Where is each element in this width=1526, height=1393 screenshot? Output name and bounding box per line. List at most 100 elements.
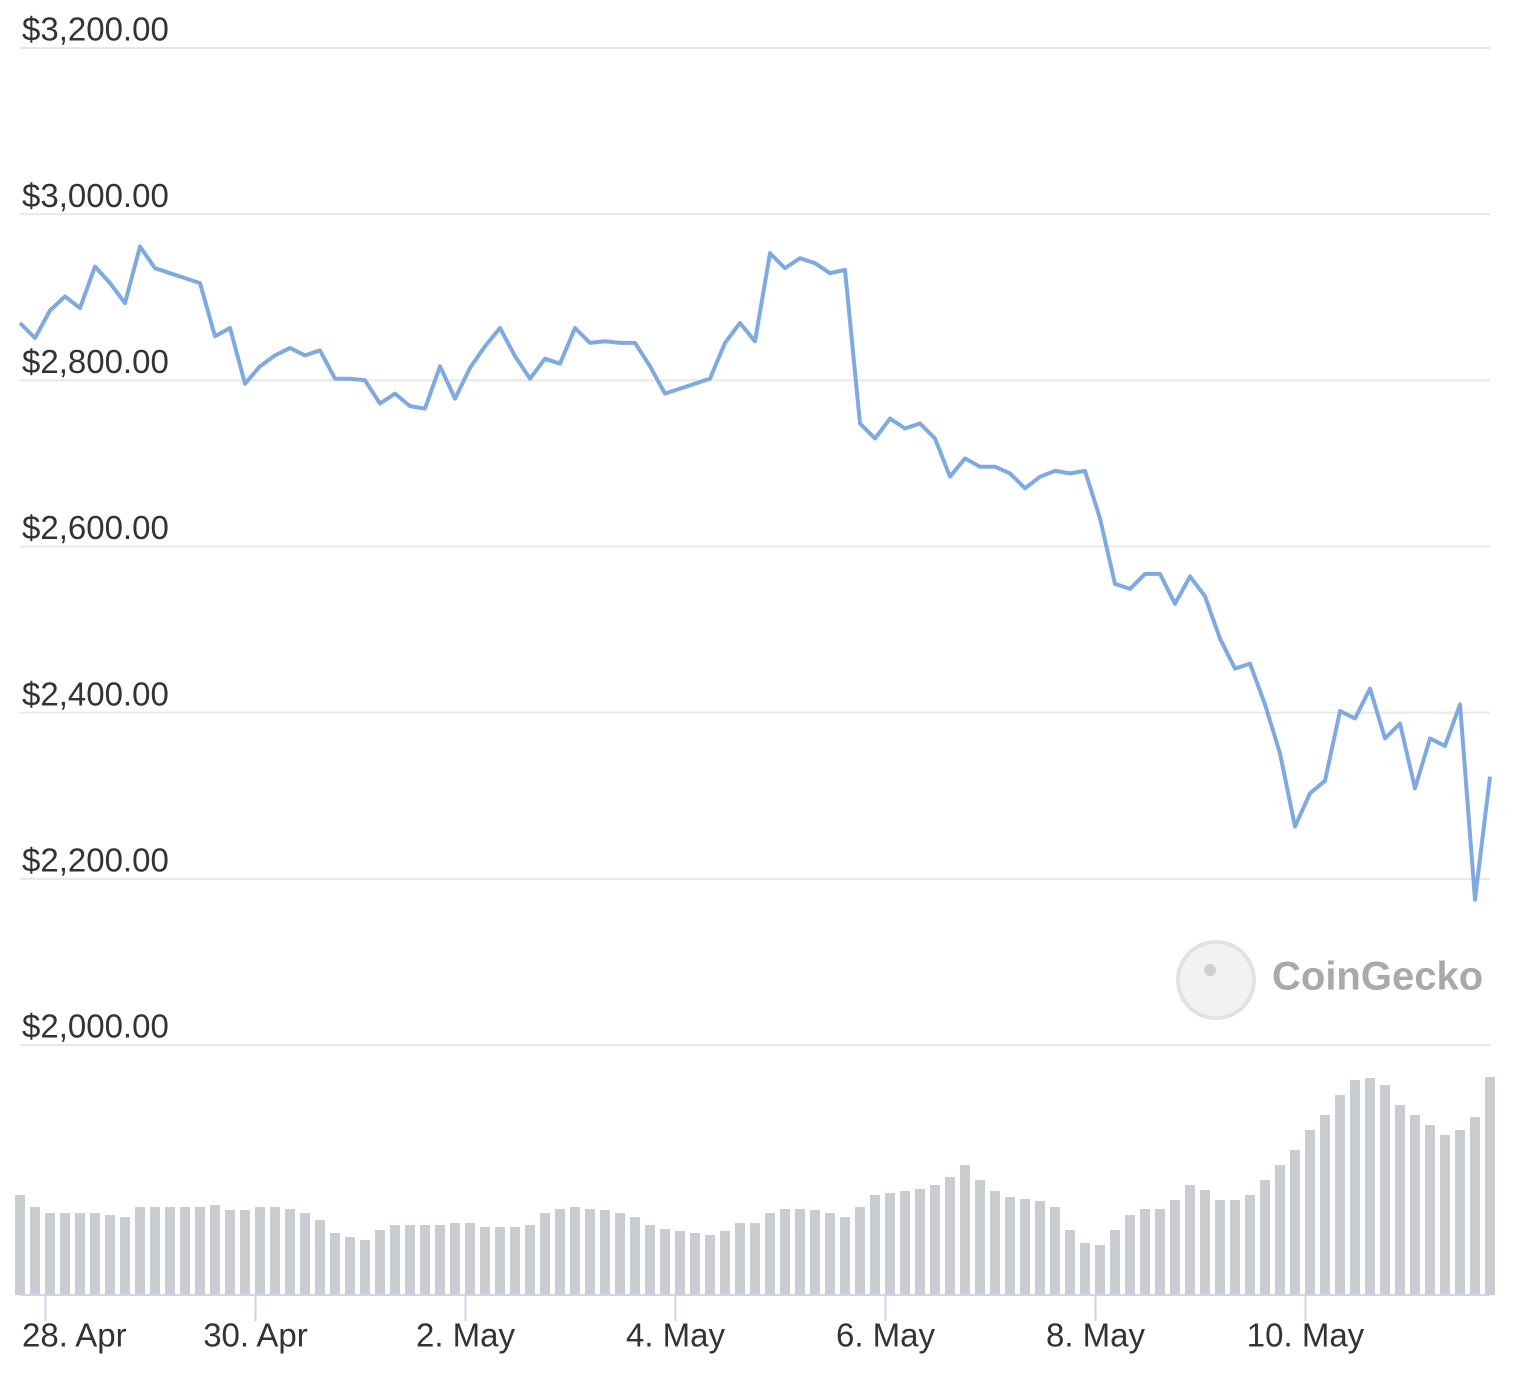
watermark-text: CoinGecko xyxy=(1272,955,1483,999)
volume-bar xyxy=(1185,1185,1195,1295)
volume-bar xyxy=(510,1227,520,1295)
volume-bar xyxy=(630,1217,640,1295)
volume-bar xyxy=(675,1231,685,1295)
volume-bar xyxy=(1275,1165,1285,1295)
volume-bar xyxy=(525,1225,535,1295)
volume-bar xyxy=(990,1191,1000,1295)
volume-bar xyxy=(870,1195,880,1295)
volume-bar xyxy=(1065,1230,1075,1295)
volume-bar xyxy=(1005,1197,1015,1295)
volume-bar xyxy=(1470,1117,1480,1295)
volume-bar xyxy=(765,1213,775,1295)
x-tick-label: 6. May xyxy=(836,1317,936,1354)
volume-bar xyxy=(540,1213,550,1295)
volume-bar xyxy=(300,1213,310,1295)
volume-bar xyxy=(1035,1201,1045,1295)
volume-bar xyxy=(135,1207,145,1295)
volume-bar xyxy=(1290,1150,1300,1295)
volume-bar xyxy=(1245,1195,1255,1295)
volume-bar xyxy=(30,1207,40,1295)
volume-bar xyxy=(705,1235,715,1295)
volume-bar xyxy=(75,1213,85,1295)
volume-bar xyxy=(945,1177,955,1295)
volume-bar xyxy=(1260,1180,1270,1295)
volume-bar xyxy=(150,1207,160,1295)
volume-bar xyxy=(1485,1077,1495,1295)
volume-bar xyxy=(810,1210,820,1295)
volume-bar xyxy=(720,1231,730,1295)
volume-bar xyxy=(1230,1200,1240,1295)
y-tick-label: $2,400.00 xyxy=(22,675,169,712)
volume-bar xyxy=(255,1207,265,1295)
volume-bar xyxy=(405,1225,415,1295)
volume-bar xyxy=(645,1225,655,1295)
volume-bar xyxy=(1095,1245,1105,1295)
volume-bar xyxy=(900,1191,910,1295)
volume-bar xyxy=(600,1210,610,1295)
volume-bar xyxy=(1140,1209,1150,1295)
volume-bar xyxy=(1170,1200,1180,1295)
volume-bar xyxy=(210,1205,220,1295)
volume-bar xyxy=(495,1227,505,1295)
volume-bar xyxy=(1335,1095,1345,1295)
volume-bar xyxy=(885,1193,895,1295)
volume-bar xyxy=(930,1185,940,1295)
volume-bar xyxy=(330,1233,340,1295)
volume-bar xyxy=(690,1233,700,1295)
volume-bar xyxy=(1350,1080,1360,1295)
volume-bar xyxy=(480,1227,490,1295)
x-tick-label: 30. Apr xyxy=(203,1317,308,1354)
volume-bar xyxy=(1200,1190,1210,1295)
volume-bar xyxy=(1455,1130,1465,1295)
plot: $2,000.00 $2,200.00 $2,400.00 $2,600.00 $2,8… xyxy=(15,11,1495,1354)
volume-bar xyxy=(1110,1230,1120,1295)
volume-bar xyxy=(435,1225,445,1295)
watermark-logo-eye xyxy=(1204,964,1216,976)
volume-bar xyxy=(90,1213,100,1295)
volume-bar xyxy=(270,1207,280,1295)
volume-bar xyxy=(390,1225,400,1295)
volume-bar xyxy=(345,1237,355,1295)
volume-bar xyxy=(660,1229,670,1295)
volume-bar xyxy=(975,1180,985,1295)
x-tick-label: 8. May xyxy=(1046,1317,1146,1354)
volume-bar xyxy=(450,1223,460,1295)
price-line xyxy=(18,244,1492,902)
volume-bar xyxy=(1380,1085,1390,1295)
volume-bar xyxy=(1425,1125,1435,1295)
volume-bar xyxy=(165,1207,175,1295)
x-tick-label: 10. May xyxy=(1247,1317,1365,1354)
volume-bar xyxy=(1215,1200,1225,1295)
volume-bar xyxy=(225,1210,235,1295)
volume-bar xyxy=(1395,1105,1405,1295)
y-tick-label: $3,200.00 xyxy=(22,11,169,48)
x-tick-label: 2. May xyxy=(416,1317,516,1354)
y-tick-label: $2,600.00 xyxy=(22,509,169,546)
volume-bar xyxy=(15,1195,25,1295)
volume-bar xyxy=(1320,1115,1330,1295)
x-tick-label: 28. Apr xyxy=(22,1317,127,1354)
volume-bar xyxy=(420,1225,430,1295)
volume-bar xyxy=(1155,1209,1165,1295)
volume-bar xyxy=(1410,1115,1420,1295)
volume-bar xyxy=(960,1165,970,1295)
volume-bar xyxy=(825,1213,835,1295)
volume-bar xyxy=(585,1209,595,1295)
volume-bar xyxy=(1440,1135,1450,1295)
y-tick-label: $3,000.00 xyxy=(22,177,169,214)
volume-bar xyxy=(780,1209,790,1295)
volume-bar xyxy=(555,1209,565,1295)
volume-bar xyxy=(735,1223,745,1295)
x-tick-label: 4. May xyxy=(626,1317,726,1354)
volume-bar xyxy=(795,1209,805,1295)
volume-bar xyxy=(915,1189,925,1295)
volume-bar xyxy=(570,1207,580,1295)
volume-bar xyxy=(315,1220,325,1295)
volume-bar xyxy=(120,1217,130,1295)
volume-bar xyxy=(45,1213,55,1295)
volume-bar xyxy=(60,1213,70,1295)
watermark: CoinGecko xyxy=(1176,940,1483,1020)
volume-bar xyxy=(465,1223,475,1295)
